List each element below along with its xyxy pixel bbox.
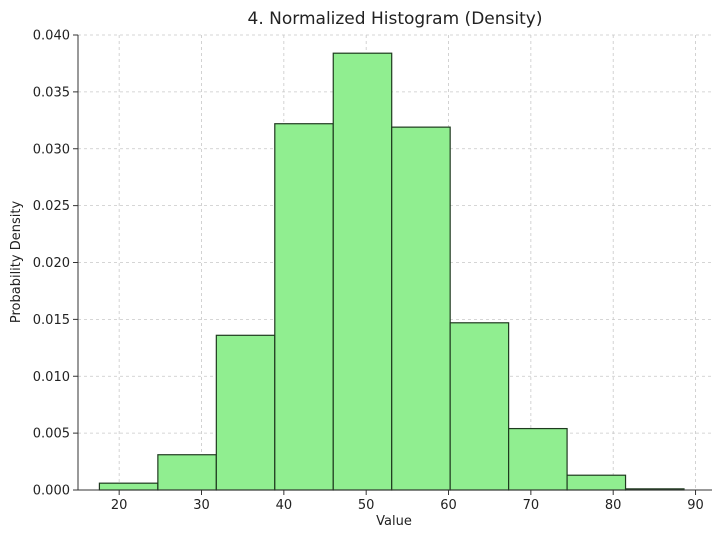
histogram-bar [391,126,451,491]
histogram-bar [332,52,393,491]
bars [98,52,685,491]
x-tick-label: 30 [193,498,210,513]
x-tick-label: 80 [605,498,622,513]
x-axis-label: Value [376,514,412,529]
y-tick-label: 0.015 [33,313,70,328]
histogram-bar [98,482,159,491]
x-tick-label: 70 [523,498,540,513]
histogram-bar [215,334,276,491]
y-axis-label: Probability Density [9,201,24,324]
y-tick-label: 0.025 [33,199,70,214]
y-axis-ticks: 0.000 0.005 0.010 0.015 0.020 0.025 0.030 0.035… [33,29,78,499]
histogram-bar [449,322,510,491]
chart-title: 4. Normalized Histogram (Density) [248,9,543,29]
x-axis-ticks: 20 30 40 50 60 70 80 90 [111,490,704,513]
histogram-bar [157,454,217,491]
histogram-bar [274,123,334,491]
y-tick-label: 0.035 [33,85,70,100]
x-tick-label: 20 [111,498,128,513]
x-tick-label: 60 [440,498,457,513]
x-tick-label: 50 [358,498,375,513]
y-tick-label: 0.020 [33,256,70,271]
y-tick-label: 0.000 [33,484,70,499]
x-tick-label: 90 [687,498,704,513]
y-tick-label: 0.010 [33,370,70,385]
histogram-bar [566,474,627,491]
y-tick-label: 0.030 [33,142,70,157]
x-tick-label: 40 [276,498,293,513]
y-tick-label: 0.040 [33,29,70,44]
histogram-bar [508,427,568,491]
y-tick-label: 0.005 [33,427,70,442]
